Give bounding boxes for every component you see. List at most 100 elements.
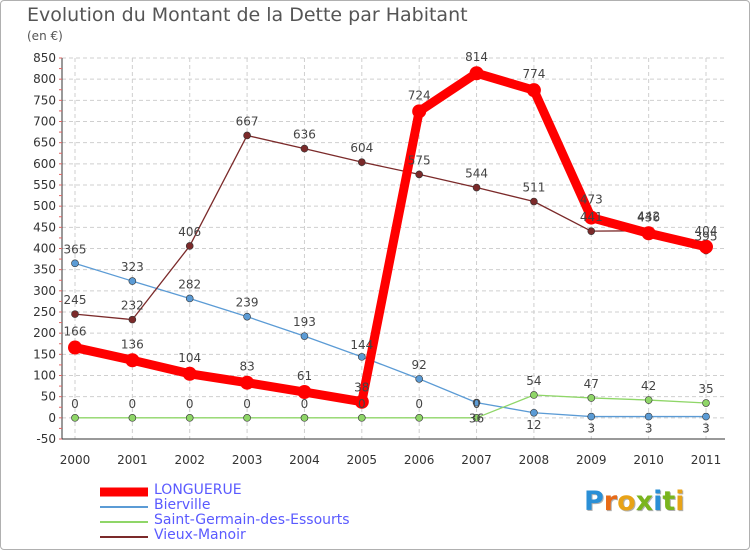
legend-label: LONGUERUE bbox=[154, 482, 242, 498]
data-label: 232 bbox=[121, 299, 144, 313]
data-label: 36 bbox=[469, 412, 484, 426]
y-tick-label: 200 bbox=[33, 326, 56, 340]
data-point bbox=[128, 277, 137, 285]
series-line-vieux-manoir bbox=[74, 134, 707, 321]
data-label: 365 bbox=[64, 242, 87, 256]
data-label: 144 bbox=[350, 338, 373, 352]
x-tick-label: 2004 bbox=[289, 453, 320, 467]
data-point bbox=[587, 412, 596, 421]
data-point bbox=[358, 158, 366, 166]
data-label: 323 bbox=[121, 260, 144, 274]
data-label: 0 bbox=[301, 397, 309, 411]
data-label: 511 bbox=[522, 181, 545, 195]
data-point bbox=[185, 294, 194, 303]
data-label: 544 bbox=[465, 167, 488, 181]
data-point bbox=[300, 144, 309, 153]
legend-label: Saint-Germain-des-Essourts bbox=[154, 512, 350, 528]
data-point bbox=[644, 396, 653, 404]
data-label: 395 bbox=[695, 230, 718, 244]
data-point bbox=[243, 414, 251, 422]
data-label: 239 bbox=[236, 296, 259, 310]
data-label: 12 bbox=[526, 418, 541, 432]
legend-swatch bbox=[100, 505, 148, 508]
data-point bbox=[641, 226, 656, 241]
y-tick-label: 650 bbox=[33, 136, 56, 150]
data-label: 436 bbox=[637, 210, 660, 224]
data-point bbox=[185, 242, 194, 250]
y-tick-label: 800 bbox=[33, 72, 56, 86]
data-label: 92 bbox=[412, 358, 427, 372]
legend-swatch bbox=[100, 487, 148, 496]
legend-swatch bbox=[100, 535, 148, 538]
data-point bbox=[125, 353, 140, 368]
legend-swatch bbox=[100, 520, 148, 523]
data-point bbox=[71, 310, 79, 318]
data-label: 35 bbox=[698, 382, 713, 396]
data-label: 0 bbox=[71, 397, 79, 411]
data-label: 441 bbox=[580, 210, 603, 224]
series-line-longuerue bbox=[70, 68, 711, 407]
series-line-bierville bbox=[74, 262, 707, 418]
y-tick-label: 550 bbox=[33, 178, 56, 192]
data-label: 814 bbox=[465, 50, 488, 64]
data-point bbox=[243, 131, 251, 140]
data-label: 0 bbox=[243, 397, 251, 411]
data-label: 47 bbox=[584, 377, 599, 391]
data-label: 166 bbox=[64, 325, 87, 339]
data-label: 636 bbox=[293, 128, 316, 142]
data-label: 442 bbox=[637, 210, 660, 224]
data-label: 406 bbox=[178, 225, 201, 239]
data-label: 724 bbox=[408, 88, 431, 102]
x-tick-label: 2008 bbox=[519, 453, 550, 467]
x-tick-label: 2006 bbox=[404, 453, 435, 467]
data-label: 3 bbox=[587, 422, 595, 436]
data-label: 0 bbox=[129, 397, 137, 411]
data-label: 473 bbox=[580, 193, 603, 207]
y-tick-label: -50 bbox=[36, 432, 56, 446]
y-tick-label: 600 bbox=[33, 157, 56, 171]
y-tick-label: 150 bbox=[33, 347, 56, 361]
legend-label: Bierville bbox=[154, 497, 211, 513]
y-tick-label: 750 bbox=[33, 93, 56, 107]
data-label: 42 bbox=[641, 379, 656, 393]
data-point bbox=[702, 412, 710, 421]
data-label: 3 bbox=[645, 422, 653, 436]
data-point bbox=[358, 414, 366, 422]
data-point bbox=[354, 394, 369, 409]
data-point bbox=[415, 414, 423, 422]
data-point bbox=[702, 399, 710, 407]
data-point bbox=[584, 210, 599, 225]
data-label: 3 bbox=[702, 422, 710, 436]
data-label: 193 bbox=[293, 315, 316, 329]
data-point bbox=[469, 66, 484, 81]
data-label: 54 bbox=[526, 374, 541, 388]
data-point bbox=[472, 183, 481, 192]
data-label: 667 bbox=[236, 114, 259, 128]
data-point bbox=[182, 366, 197, 381]
logo-letter: r bbox=[603, 486, 618, 517]
y-tick-label: 300 bbox=[33, 284, 56, 298]
y-tick-label: 400 bbox=[33, 242, 56, 256]
data-point bbox=[415, 170, 423, 179]
data-point bbox=[472, 398, 481, 407]
logo-letter: P bbox=[584, 486, 604, 517]
x-tick-label: 2009 bbox=[576, 453, 607, 467]
data-point bbox=[297, 385, 312, 400]
data-point bbox=[587, 227, 596, 235]
data-label: 0 bbox=[473, 397, 481, 411]
data-label: 83 bbox=[239, 360, 254, 374]
logo-letter: t bbox=[662, 486, 676, 517]
y-tick-label: 100 bbox=[33, 369, 56, 383]
y-tick-label: 850 bbox=[33, 51, 56, 65]
data-point bbox=[300, 332, 309, 340]
y-tick-label: 50 bbox=[41, 390, 56, 404]
data-point bbox=[68, 340, 82, 355]
data-point bbox=[71, 259, 79, 268]
chart-title: Evolution du Montant de la Dette par Hab… bbox=[27, 4, 468, 26]
data-label: 136 bbox=[121, 337, 144, 351]
x-tick-label: 2001 bbox=[117, 453, 148, 467]
data-point bbox=[300, 414, 309, 422]
data-label: 0 bbox=[186, 397, 194, 411]
data-point bbox=[128, 315, 137, 324]
